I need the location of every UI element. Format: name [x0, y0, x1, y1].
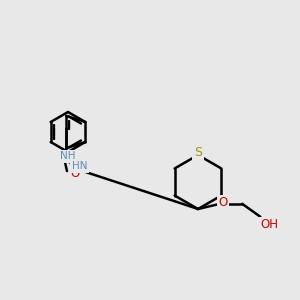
Text: OH: OH: [260, 218, 278, 231]
Text: HN: HN: [71, 161, 87, 171]
Text: NH: NH: [59, 151, 75, 161]
Text: S: S: [194, 146, 202, 160]
Text: O: O: [71, 167, 80, 180]
Text: O: O: [218, 196, 228, 209]
